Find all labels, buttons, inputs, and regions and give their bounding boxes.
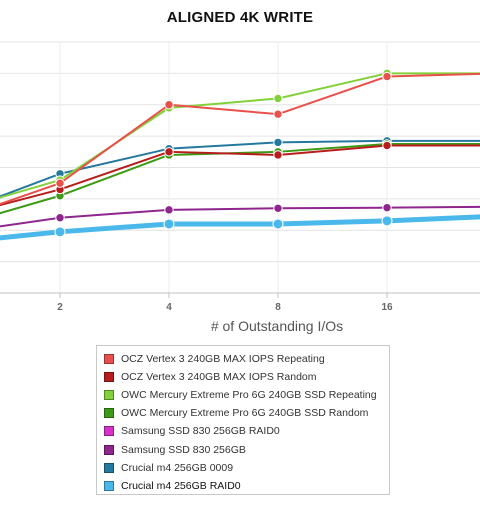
chart-legend: OCZ Vertex 3 240GB MAX IOPS Repeating OCZ… [96,345,390,495]
series-line [0,72,480,199]
legend-swatch [104,408,114,419]
chart-axes [0,292,480,298]
legend-label: Crucial m4 256GB RAID0 [121,479,241,492]
legend-swatch [104,462,114,473]
legend-swatch [104,480,114,491]
legend-item[interactable]: Samsung SSD 830 256GB [104,440,389,458]
legend-swatch [104,390,114,401]
series-line [0,72,480,206]
data-point [55,213,65,223]
legend-item[interactable]: OWC Mercury Extreme Pro 6G 240GB SSD Ran… [104,404,389,422]
x-tick-label: 8 [275,302,281,313]
legend-item[interactable]: OCZ Vertex 3 240GB MAX IOPS Repeating [104,350,389,368]
series-line [0,214,480,241]
legend-label: Samsung SSD 830 256GB [121,443,246,456]
data-point [273,137,283,148]
chart-title: ALIGNED 4K WRITE [166,9,314,26]
series-line [0,144,480,207]
x-tick-label: 16 [381,302,393,313]
data-point [382,71,392,82]
legend-label: Crucial m4 256GB 0009 [121,461,234,474]
data-point [164,147,174,157]
series-ocz-vertex-3-240gb-max-iops-random [0,140,480,207]
data-point [164,100,174,110]
legend-swatch [104,444,114,455]
series-crucial-m4-256gb-raid0 [0,214,480,241]
series-samsung-ssd-830-256gb [0,202,480,228]
x-tick-labels: 2 4 8 16 [57,302,393,313]
x-tick-label: 4 [166,302,172,313]
legend-item[interactable]: OWC Mercury Extreme Pro 6G 240GB SSD Rep… [104,386,389,404]
legend-item[interactable]: Samsung SSD 830 256GB RAID0 [104,422,389,440]
data-point [273,150,283,160]
legend-label: OCZ Vertex 3 240GB MAX IOPS Repeating [121,353,325,366]
data-point [273,93,283,104]
legend-label: OWC Mercury Extreme Pro 6G 240GB SSD Rep… [121,389,377,402]
legend-swatch [104,372,114,383]
legend-item[interactable]: Crucial m4 256GB 0009 [104,459,389,477]
data-point [381,215,393,227]
data-point [382,140,392,151]
legend-label: Samsung SSD 830 256GB RAID0 [121,425,280,438]
legend-label: OWC Mercury Extreme Pro 6G 240GB SSD Ran… [121,407,369,420]
legend-swatch [104,354,114,365]
legend-label: OCZ Vertex 3 240GB MAX IOPS Random [121,371,317,384]
chart-grid [0,41,480,294]
x-axis-label: # of Outstanding I/Os [211,318,343,334]
series-ocz-vertex-3-240gb-max-iops-repeating [0,71,480,206]
chart-series [0,68,480,241]
data-point [382,202,392,213]
data-point [273,109,283,119]
legend-item[interactable]: OCZ Vertex 3 240GB MAX IOPS Random [104,368,389,386]
series-line [0,205,480,228]
data-point [55,178,65,188]
legend-swatch [104,426,114,437]
data-point [272,218,284,230]
data-point [273,203,283,213]
data-point [54,226,66,238]
legend-item[interactable]: Crucial m4 256GB RAID0 [104,477,389,495]
data-point [164,205,174,215]
data-point [163,218,175,230]
x-tick-label: 2 [57,302,63,313]
series-line [0,139,480,198]
line-chart: 2 4 8 16 # of Outstanding I/Os [0,41,480,334]
